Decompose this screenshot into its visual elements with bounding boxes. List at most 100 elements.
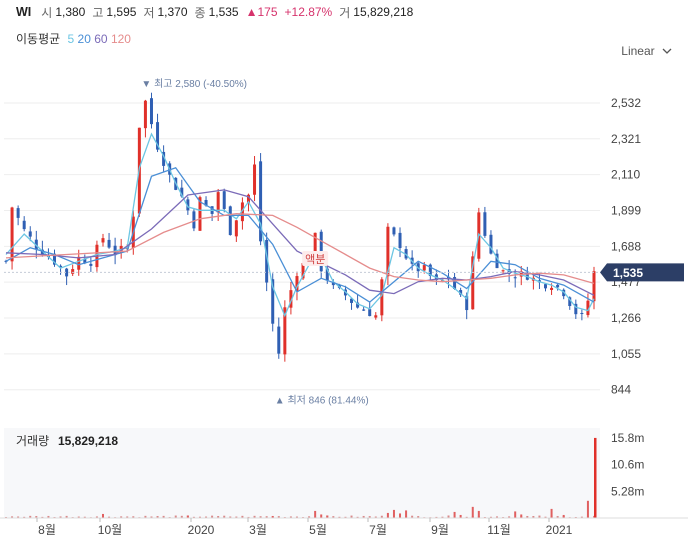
candle-body xyxy=(362,309,366,311)
volume-bar xyxy=(132,516,135,518)
candle-body xyxy=(386,226,390,277)
volume-label: 거 xyxy=(339,5,351,20)
candle-body xyxy=(374,315,378,318)
y-tick-label: 2,321 xyxy=(611,132,641,146)
ma-20-label[interactable]: 20 xyxy=(77,32,91,46)
volume-spike-bar xyxy=(471,506,474,518)
volume-bar xyxy=(198,516,201,518)
candle-body xyxy=(246,194,250,203)
volume-bar xyxy=(144,515,147,518)
change-value: 175 xyxy=(257,5,278,19)
candle-body xyxy=(101,238,105,243)
candlesticks xyxy=(4,92,596,362)
volume-spike-bar xyxy=(271,515,274,518)
candle-body xyxy=(350,298,354,303)
volume-bar xyxy=(174,515,177,518)
volume-bar xyxy=(11,516,14,518)
volume-bar xyxy=(241,515,244,518)
x-tick-label: 11월 xyxy=(487,523,511,537)
volume-tick-label: 10.6m xyxy=(611,457,644,471)
candle-body xyxy=(253,164,257,195)
ma-5-label[interactable]: 5 xyxy=(67,32,75,46)
ma-60-label[interactable]: 60 xyxy=(94,32,108,46)
scale-dropdown[interactable]: Linear xyxy=(621,44,672,58)
volume-bar xyxy=(580,516,583,518)
volume-bar xyxy=(205,516,208,518)
candle-body xyxy=(83,258,87,264)
volume-spike-bar xyxy=(386,512,389,518)
volume-bar xyxy=(526,515,529,518)
candle-body xyxy=(10,207,14,262)
candle-body xyxy=(392,227,396,235)
candle-body xyxy=(283,307,287,355)
volume-bar xyxy=(374,516,377,518)
candle-body xyxy=(222,191,226,209)
candle-body xyxy=(40,249,44,255)
candle-body xyxy=(562,289,566,297)
volume-tick-label: 5.28m xyxy=(611,484,644,498)
candle-body xyxy=(22,220,26,230)
volume-bar xyxy=(180,515,183,518)
candle-body xyxy=(356,302,360,308)
candle-body xyxy=(586,300,590,316)
candle-body xyxy=(513,277,517,279)
volume-tick-label: 15.8m xyxy=(611,431,644,445)
volume-bar xyxy=(489,516,492,518)
volume-bar xyxy=(538,515,541,518)
candle-body xyxy=(89,263,93,266)
moving-average-legend[interactable]: 이동평균 5 20 60 120 xyxy=(16,30,131,47)
y-tick-label: 2,532 xyxy=(611,96,641,110)
x-tick-label: 8월 xyxy=(38,523,56,537)
candle-body xyxy=(65,268,69,277)
candle-body xyxy=(52,253,56,265)
x-tick-label: 2020 xyxy=(188,523,215,537)
volume-bar xyxy=(277,516,280,518)
candle-body xyxy=(71,269,75,274)
candle-body xyxy=(398,232,402,249)
moving-average-120-line xyxy=(5,213,595,285)
candle-body xyxy=(301,263,305,279)
volume-bar xyxy=(229,516,232,518)
candle-body xyxy=(428,264,432,277)
scale-label: Linear xyxy=(621,44,655,58)
candle-body xyxy=(289,290,293,308)
volume-panel-value: 15,829,218 xyxy=(58,434,118,448)
split-annotation-box xyxy=(302,250,329,266)
candle-body xyxy=(198,197,202,231)
x-tick-label: 9월 xyxy=(431,523,449,537)
volume-bar xyxy=(47,515,50,518)
volume-spike-bar xyxy=(550,508,553,518)
volume-bar xyxy=(235,516,238,518)
x-tick-label: 7월 xyxy=(369,523,387,537)
up-arrow-icon: ▲ xyxy=(245,5,258,19)
ma-120-label[interactable]: 120 xyxy=(110,32,131,46)
split-annotation: 액분 xyxy=(305,253,325,266)
candle-body xyxy=(550,287,554,290)
volume-spike-bar xyxy=(459,514,462,518)
volume-bar xyxy=(59,516,62,518)
volume-spike-bar xyxy=(399,513,402,518)
candle-body xyxy=(156,122,160,150)
y-tick-label: 844 xyxy=(611,383,631,397)
volume-bar xyxy=(556,516,559,518)
volume-bar xyxy=(23,516,26,518)
volume-bar xyxy=(108,516,111,518)
volume-bar xyxy=(338,516,341,518)
chevron-down-icon xyxy=(662,48,672,54)
open-value: 1,380 xyxy=(55,5,86,19)
volume-spike-bar xyxy=(562,514,565,518)
candle-body xyxy=(556,284,560,288)
candle-body xyxy=(186,199,190,211)
volume-bar xyxy=(156,516,159,518)
x-tick-label: 3월 xyxy=(249,523,267,537)
volume-spike-bar xyxy=(514,511,517,518)
candle-body xyxy=(180,187,184,197)
candle-body xyxy=(192,211,196,229)
volume-bar xyxy=(447,515,450,518)
open-label: 시 xyxy=(41,5,53,20)
volume-bar xyxy=(83,516,86,518)
volume-bar xyxy=(295,516,298,518)
volume-bar xyxy=(265,516,268,518)
candle-body xyxy=(259,161,263,242)
